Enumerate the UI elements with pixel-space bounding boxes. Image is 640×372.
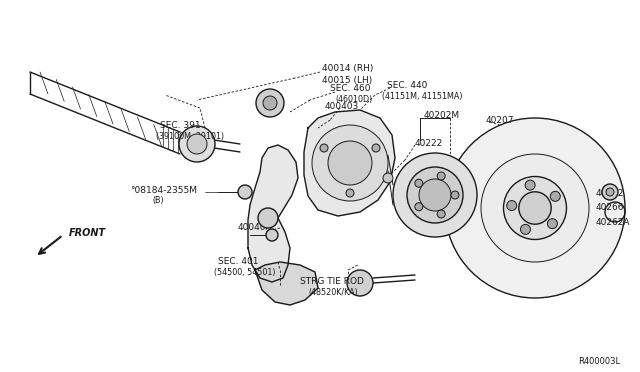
Polygon shape [248, 145, 298, 282]
Text: SEC. 391: SEC. 391 [160, 121, 200, 129]
Polygon shape [255, 262, 318, 305]
Circle shape [256, 89, 284, 117]
Circle shape [266, 229, 278, 241]
Text: (41151M, 41151MA): (41151M, 41151MA) [382, 92, 463, 100]
Circle shape [481, 154, 589, 262]
Circle shape [179, 126, 215, 162]
Circle shape [451, 191, 459, 199]
Circle shape [504, 176, 566, 240]
Circle shape [415, 203, 423, 211]
Circle shape [258, 208, 278, 228]
Circle shape [347, 270, 373, 296]
Circle shape [419, 179, 451, 211]
Text: °08184-2355M: °08184-2355M [130, 186, 197, 195]
Text: 40015 (LH): 40015 (LH) [322, 76, 372, 84]
Text: (39100M, 39101): (39100M, 39101) [156, 131, 224, 141]
Circle shape [550, 191, 560, 201]
Circle shape [328, 141, 372, 185]
Text: 40202M: 40202M [424, 110, 460, 119]
Text: (46010D): (46010D) [335, 94, 372, 103]
Circle shape [520, 224, 531, 234]
Circle shape [445, 118, 625, 298]
Circle shape [606, 188, 614, 196]
Polygon shape [304, 110, 395, 216]
Text: 40262: 40262 [596, 189, 625, 198]
Circle shape [547, 219, 557, 229]
Text: 40040A: 40040A [238, 222, 273, 231]
Circle shape [372, 144, 380, 152]
Text: 400403: 400403 [325, 102, 359, 110]
Text: SEC. 440: SEC. 440 [387, 80, 428, 90]
Circle shape [238, 185, 252, 199]
Circle shape [393, 153, 477, 237]
Text: 40262A: 40262A [596, 218, 630, 227]
Circle shape [383, 173, 393, 183]
Text: 40222: 40222 [415, 138, 444, 148]
Text: (48520K/KA): (48520K/KA) [308, 289, 358, 298]
Circle shape [346, 189, 354, 197]
Circle shape [602, 184, 618, 200]
Circle shape [407, 167, 463, 223]
Text: 40014 (RH): 40014 (RH) [322, 64, 373, 73]
Circle shape [437, 172, 445, 180]
Circle shape [263, 96, 277, 110]
Text: STRG TIE ROD: STRG TIE ROD [300, 278, 364, 286]
Text: SEC. 460: SEC. 460 [330, 83, 371, 93]
Text: (B): (B) [152, 196, 164, 205]
Text: 40207: 40207 [486, 115, 515, 125]
Circle shape [187, 134, 207, 154]
Circle shape [519, 192, 551, 224]
Circle shape [320, 144, 328, 152]
Circle shape [437, 210, 445, 218]
Text: SEC. 401: SEC. 401 [218, 257, 259, 266]
Circle shape [525, 180, 535, 190]
Text: 40266: 40266 [596, 202, 625, 212]
Text: (54500, 54501): (54500, 54501) [214, 267, 275, 276]
Text: FRONT: FRONT [69, 228, 106, 238]
Circle shape [312, 125, 388, 201]
Text: R400003L: R400003L [578, 357, 620, 366]
Circle shape [507, 201, 516, 211]
Circle shape [415, 179, 423, 187]
